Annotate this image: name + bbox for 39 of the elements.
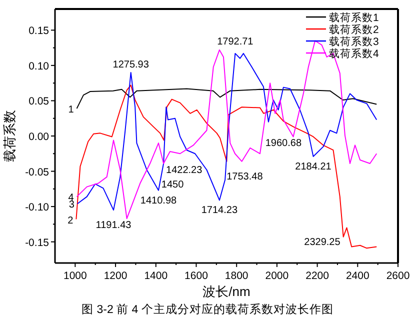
x-tick-label: 1400 bbox=[144, 270, 168, 282]
annotation: 1714.23 bbox=[201, 205, 238, 216]
annotation: 1 bbox=[68, 104, 74, 116]
x-tick-label: 2000 bbox=[265, 270, 289, 282]
x-tick-label: 2200 bbox=[306, 270, 330, 282]
annotation: 1422.23 bbox=[166, 165, 203, 176]
x-axis-title: 波长/nm bbox=[202, 284, 250, 299]
annotation: 1450 bbox=[161, 180, 184, 191]
annotation: 2184.21 bbox=[295, 161, 332, 172]
x-tick-label: 2600 bbox=[386, 270, 410, 282]
y-axis-title: 载荷系数 bbox=[2, 110, 17, 162]
x-tick-label: 1000 bbox=[63, 270, 88, 282]
x-tick-label: 1600 bbox=[184, 270, 208, 282]
x-tick-label: 1800 bbox=[224, 270, 248, 282]
legend-label: 载荷系数3 bbox=[329, 35, 379, 48]
annotation: 2 bbox=[68, 215, 74, 226]
x-tick-label: 2400 bbox=[346, 270, 370, 282]
annotation: 1410.98 bbox=[140, 195, 178, 206]
line-series bbox=[76, 88, 378, 109]
annotation: 1753.48 bbox=[226, 171, 264, 182]
annotation: 1275.93 bbox=[112, 60, 150, 70]
x-tick-label: 1200 bbox=[104, 270, 128, 282]
caption: 图 3-2 前 4 个主成分对应的载荷系数对波长作图 bbox=[82, 302, 334, 316]
y-tick-label: -0.15 bbox=[25, 236, 50, 249]
y-tick-label: 0.15 bbox=[28, 25, 50, 38]
legend-label: 载荷系数1 bbox=[329, 11, 379, 24]
legend-label: 载荷系数4 bbox=[329, 47, 379, 60]
annotation: 2329.25 bbox=[304, 236, 341, 248]
y-tick-label: 0.00 bbox=[28, 131, 50, 143]
y-tick-label: -0.10 bbox=[25, 202, 50, 214]
annotation: 1792.71 bbox=[217, 36, 254, 48]
annotation: 3 bbox=[68, 200, 75, 211]
y-tick-label: -0.05 bbox=[25, 166, 50, 178]
y-tick-label: 0.10 bbox=[28, 60, 50, 72]
legend-label: 载荷系数2 bbox=[329, 23, 379, 36]
y-tick-label: 0.05 bbox=[28, 96, 50, 108]
annotation: 1191.43 bbox=[96, 220, 132, 232]
annotation: 1960.68 bbox=[265, 138, 302, 149]
line-series bbox=[76, 84, 378, 249]
